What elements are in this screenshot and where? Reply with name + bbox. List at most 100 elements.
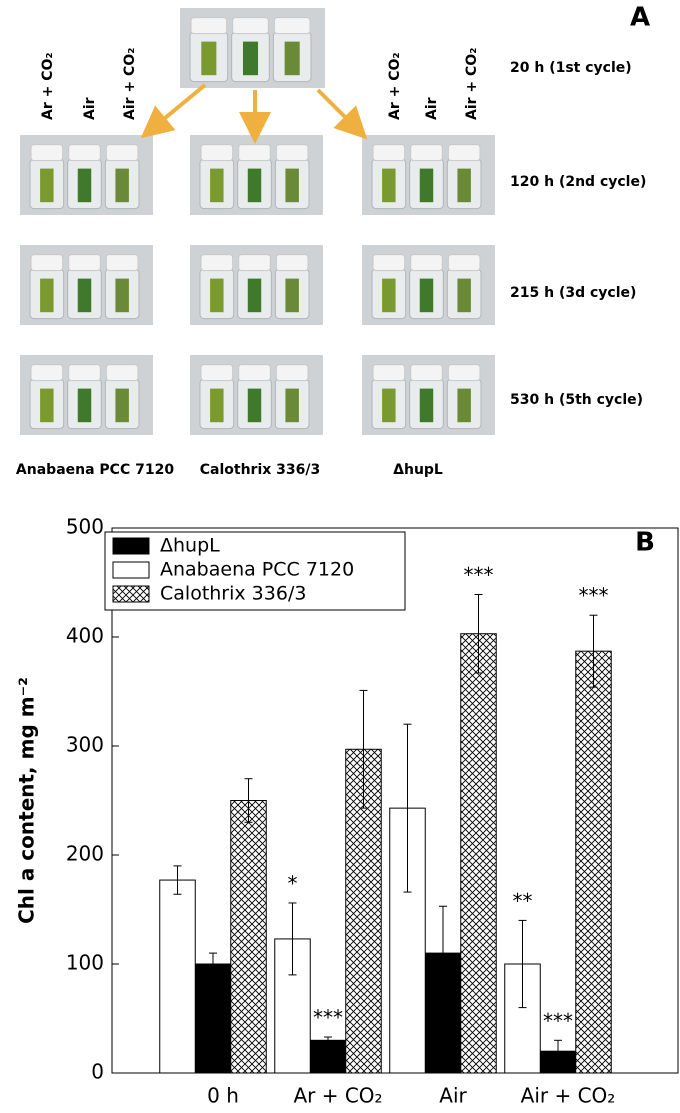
vial-cap [68, 144, 101, 162]
significance: ** [513, 889, 533, 913]
arrow [140, 83, 207, 139]
bar [575, 650, 612, 1074]
error-bar [554, 1039, 562, 1063]
vial-cap [30, 144, 64, 162]
legend-label: Calothrix 336/3 [160, 583, 306, 605]
biofilm [115, 168, 129, 203]
time-label: 120 h (2nd cycle) [510, 174, 646, 190]
condition-label: Air [82, 97, 98, 120]
error-bar [209, 952, 217, 976]
vial-cap [68, 254, 101, 272]
strain-label: Anabaena PCC 7120 [16, 462, 174, 478]
vial-cap [275, 364, 309, 382]
panel-label: A [630, 3, 650, 33]
error-bar [359, 689, 368, 809]
vial-cap [200, 254, 234, 272]
vial-cap [372, 144, 406, 162]
condition-label: Air [424, 97, 440, 120]
significance: *** [543, 1009, 573, 1033]
biofilm [77, 168, 92, 203]
vial-cap [232, 17, 269, 35]
error-bar [324, 1036, 332, 1045]
vial-cap [410, 254, 443, 272]
vial-cap [273, 17, 311, 35]
bar [309, 1039, 347, 1074]
biofilm [247, 388, 262, 423]
vial-cap [372, 364, 406, 382]
vial-cap [238, 254, 271, 272]
vial-cap [200, 144, 234, 162]
vial-cap [68, 364, 101, 382]
condition-label: Air + CO₂ [464, 48, 480, 120]
x-tick-label: 0 h [207, 1084, 239, 1108]
vial-cap [30, 254, 64, 272]
vial-cap [30, 364, 64, 382]
error-bar [244, 778, 253, 823]
error-bar [173, 865, 182, 895]
error-bar [589, 614, 598, 688]
condition-label: Ar + CO₂ [40, 52, 56, 120]
x-tick-label: Ar + CO₂ [293, 1084, 382, 1108]
vial-cap [447, 364, 481, 382]
error-bar [518, 919, 527, 1009]
x-tick-label: Air + CO₂ [521, 1084, 616, 1108]
vial-cap [275, 254, 309, 272]
vial-cap [447, 254, 481, 272]
biofilm [419, 168, 434, 203]
significance: *** [464, 563, 494, 587]
time-label: 530 h (5th cycle) [510, 392, 643, 408]
legend-swatch [112, 537, 150, 555]
biofilm [40, 278, 54, 313]
vial-cap [190, 17, 228, 35]
photo-panel [20, 8, 495, 435]
y-tick-label: 300 [66, 733, 104, 757]
bar [194, 963, 232, 1074]
vial-cap [238, 144, 271, 162]
vial-cap [372, 254, 406, 272]
x-tick-label: Air [439, 1084, 467, 1108]
y-tick-label: 100 [66, 951, 104, 975]
error-bar [439, 905, 447, 1001]
condition-label: Ar + CO₂ [387, 52, 403, 120]
legend-label: ΔhupL [160, 535, 220, 557]
biofilm [40, 168, 54, 203]
significance: *** [313, 1006, 343, 1030]
biofilm [285, 168, 299, 203]
biofilm [40, 388, 54, 423]
panel-label: B [635, 528, 655, 558]
y-tick-label: 500 [66, 515, 104, 539]
legend-label: Anabaena PCC 7120 [160, 559, 354, 581]
vial-cap [238, 364, 271, 382]
bar [159, 879, 196, 1074]
vial-cap [447, 144, 481, 162]
biofilm [457, 168, 471, 203]
time-label: 215 h (3d cycle) [510, 285, 636, 301]
biofilm [210, 388, 224, 423]
biofilm [419, 388, 434, 423]
error-bar [403, 723, 412, 893]
legend-swatch [112, 585, 150, 603]
vial-cap [410, 144, 443, 162]
time-label: 20 h (1st cycle) [510, 60, 632, 76]
vial-cap [105, 364, 139, 382]
error-bar [474, 593, 483, 674]
biofilm [382, 388, 396, 423]
y-tick-label: 400 [66, 624, 104, 648]
biofilm [115, 278, 129, 313]
biofilm [247, 278, 262, 313]
biofilm [201, 41, 217, 76]
biofilm [210, 278, 224, 313]
y-tick-label: 200 [66, 842, 104, 866]
biofilm [419, 278, 434, 313]
error-bar [288, 902, 297, 976]
bar [460, 633, 497, 1074]
biofilm [77, 278, 92, 313]
vial-cap [410, 364, 443, 382]
vial-cap [275, 144, 309, 162]
biofilm [382, 278, 396, 313]
biofilm [115, 388, 129, 423]
y-tick-label: 0 [91, 1060, 104, 1084]
biofilm [285, 278, 299, 313]
strain-label: Calothrix 336/3 [200, 462, 320, 478]
strain-label: ΔhupL [393, 462, 443, 478]
